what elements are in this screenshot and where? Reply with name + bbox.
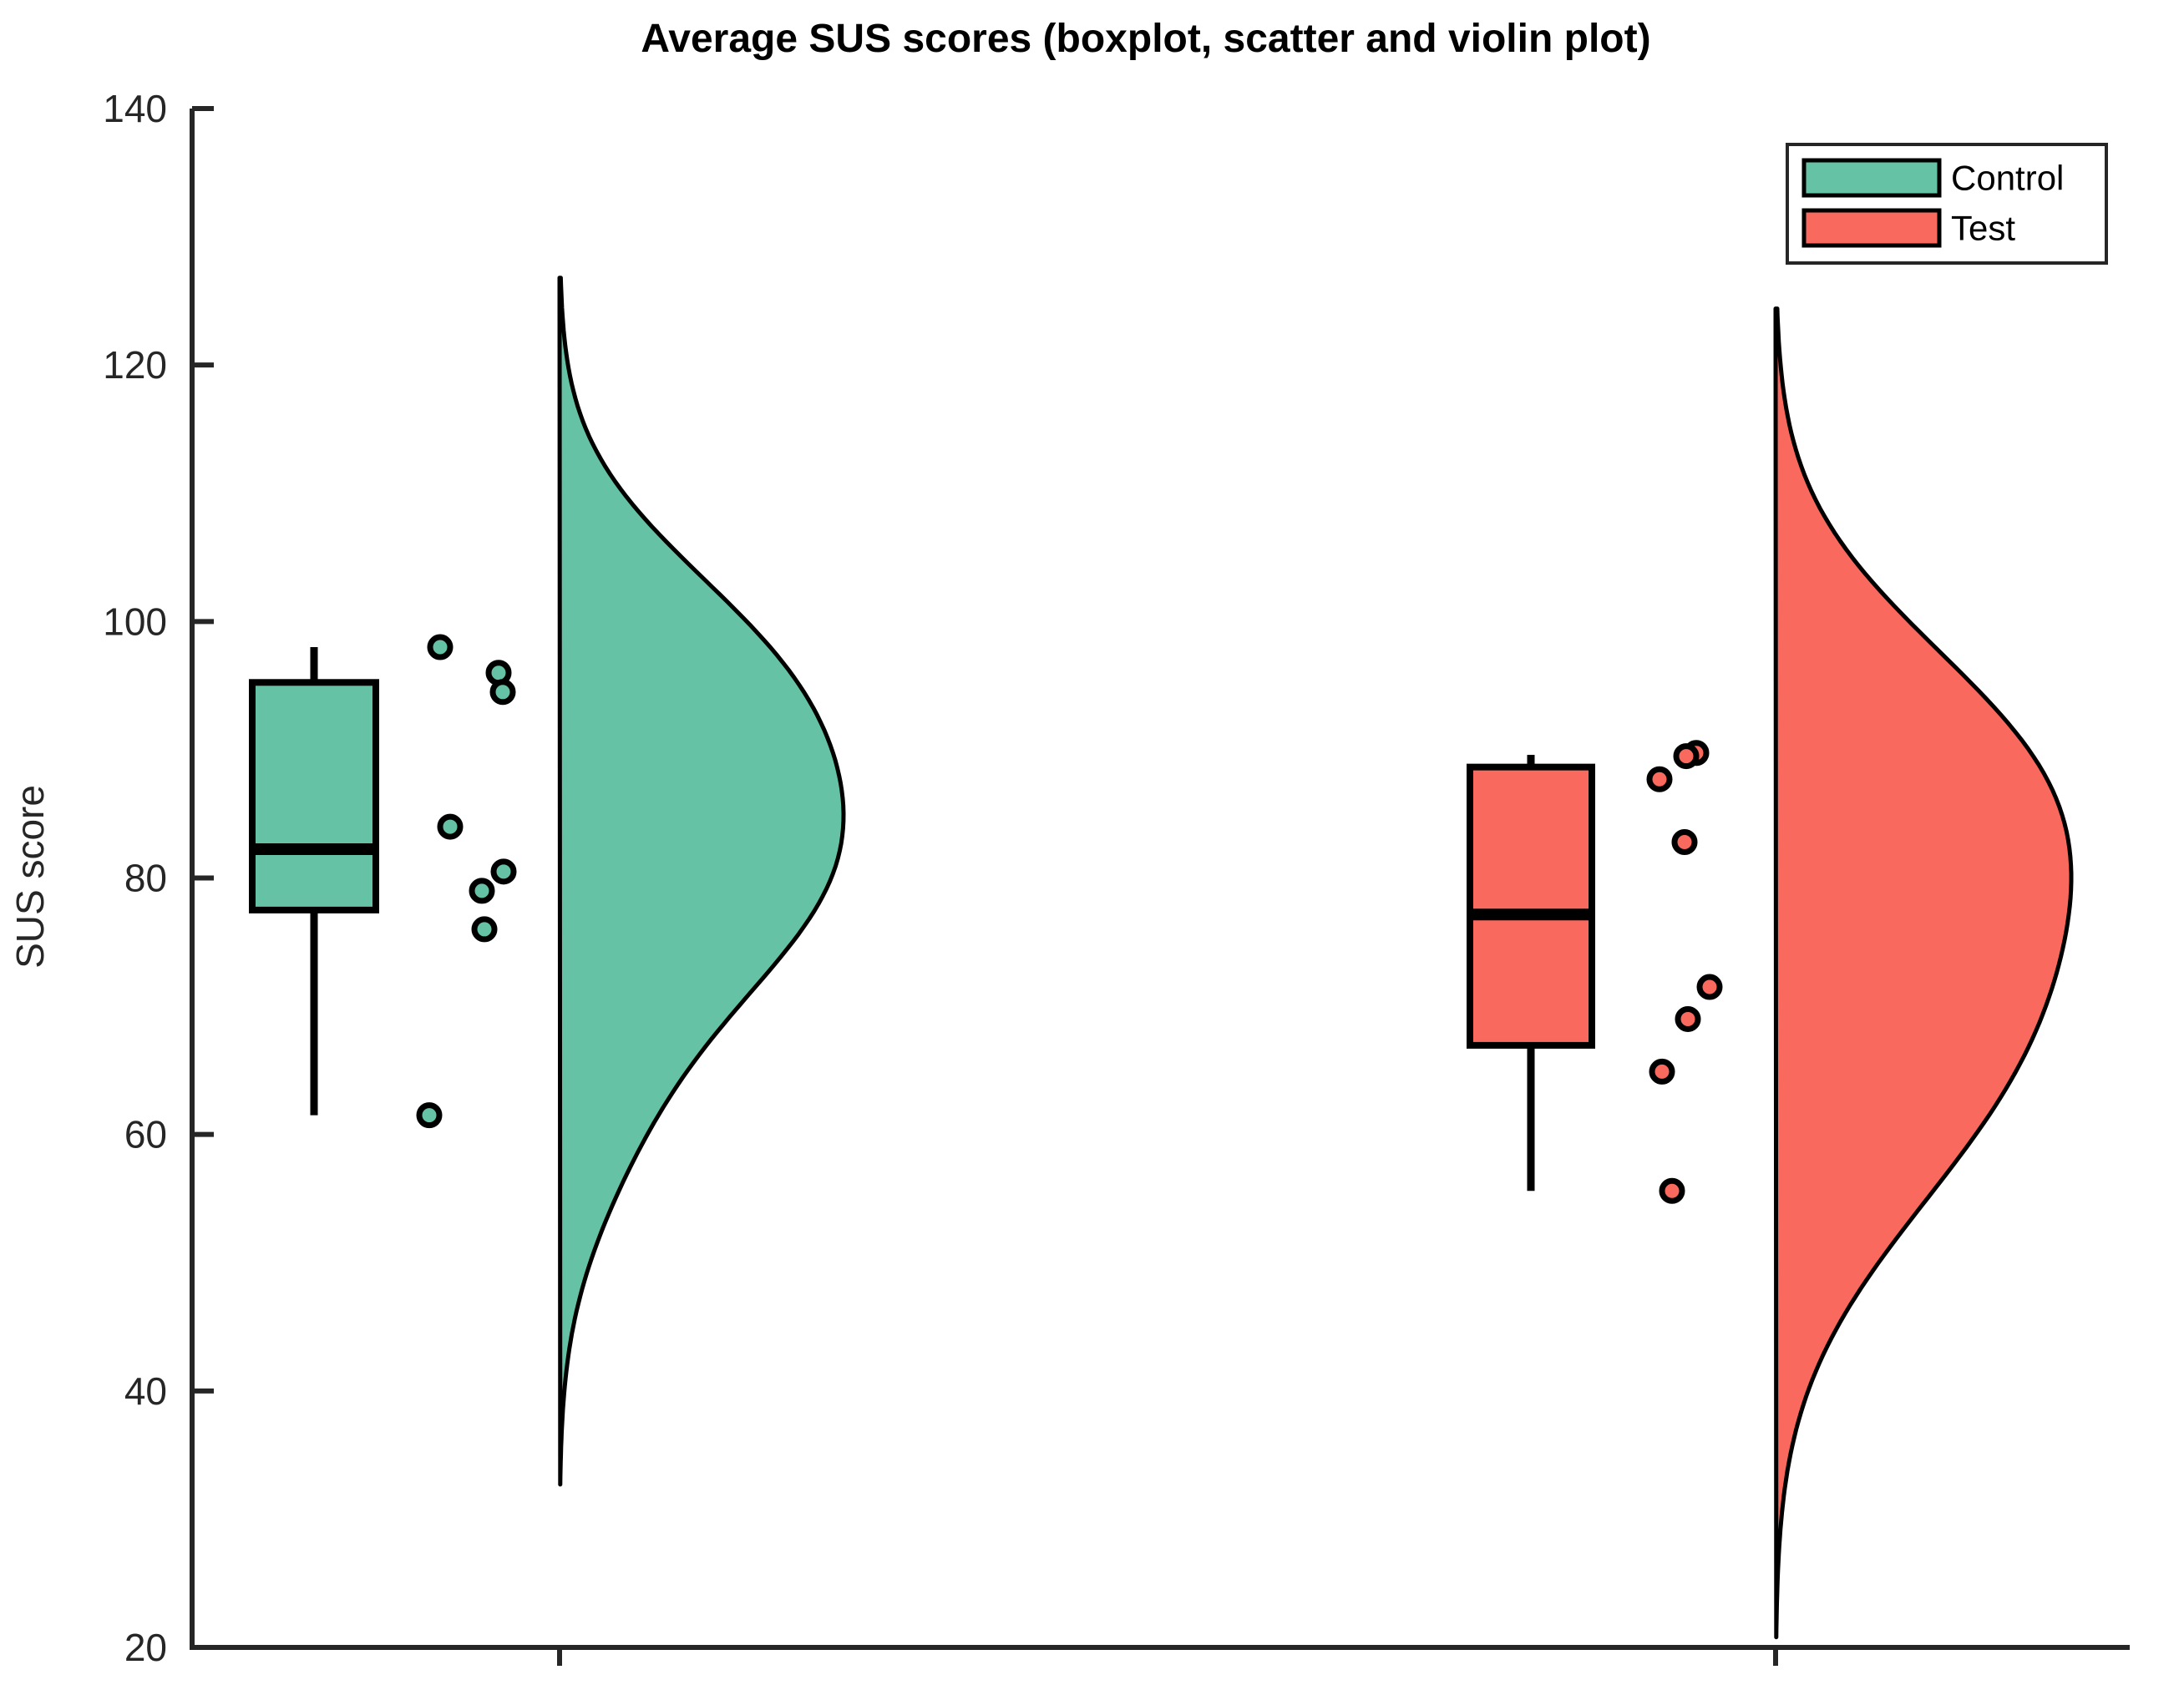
y-tick-label: 40 bbox=[124, 1369, 167, 1413]
legend-label-control: Control bbox=[1951, 159, 2064, 198]
scatter-point-control bbox=[469, 878, 495, 904]
scatter-point-control bbox=[437, 813, 464, 840]
legend-swatch-test bbox=[1801, 208, 1942, 248]
scatter-point-test bbox=[1659, 1177, 1685, 1204]
scatter-point-test bbox=[1646, 766, 1673, 792]
y-tick-label: 60 bbox=[124, 1113, 167, 1156]
y-axis-label: SUS score bbox=[8, 785, 52, 969]
scatter-point-test bbox=[1649, 1058, 1675, 1085]
y-tick-label: 100 bbox=[103, 600, 167, 643]
violin-test bbox=[1773, 306, 2074, 1640]
scatter-point-test bbox=[1671, 828, 1698, 855]
y-tick-label: 120 bbox=[103, 343, 167, 387]
y-tick-label: 20 bbox=[124, 1626, 167, 1669]
y-tick-label: 140 bbox=[103, 87, 167, 130]
legend: Control Test bbox=[1786, 143, 2108, 265]
y-tick-label: 80 bbox=[124, 857, 167, 900]
legend-label-test: Test bbox=[1951, 209, 2015, 248]
box-test bbox=[1467, 763, 1595, 1049]
scatter-point-control bbox=[471, 916, 498, 943]
plot-title: Average SUS scores (boxplot, scatter and… bbox=[641, 17, 1650, 61]
legend-swatch-control bbox=[1801, 158, 1942, 198]
chart-layer: 140 120 100 80 60 40 20 bbox=[103, 87, 2130, 1669]
scatter-point-control bbox=[416, 1102, 443, 1129]
scatter-point-test bbox=[1673, 743, 1700, 770]
scatter-point-test bbox=[1696, 974, 1723, 1000]
scatter-point-test bbox=[1675, 1005, 1701, 1032]
scatter-point-control bbox=[489, 679, 516, 706]
violin-control bbox=[557, 276, 846, 1487]
scatter-point-control bbox=[427, 634, 454, 660]
box-control bbox=[249, 679, 379, 913]
scatter-point-control bbox=[490, 858, 517, 885]
